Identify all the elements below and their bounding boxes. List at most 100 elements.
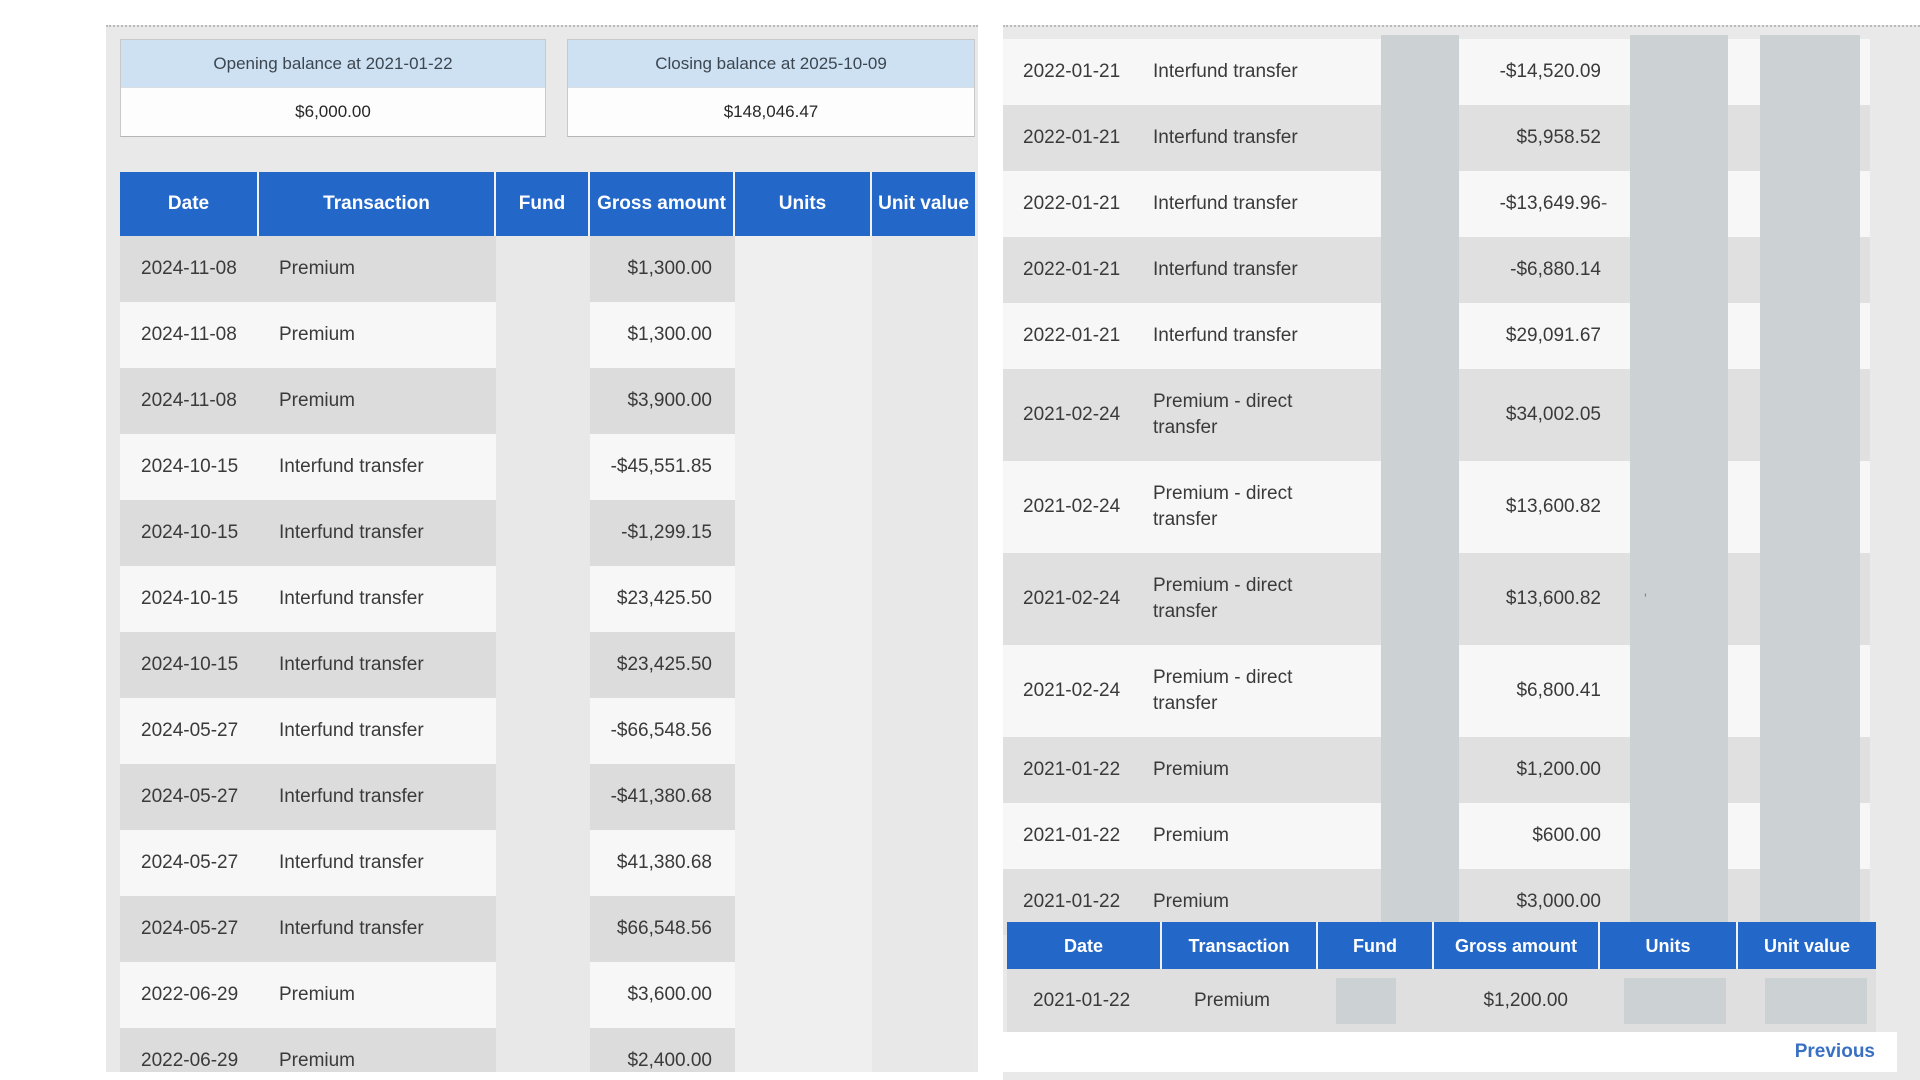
- gross-amount-cell: -$1,299.15: [621, 522, 712, 543]
- date-cell: 2024-10-15: [141, 654, 239, 675]
- date-cell: 2021-02-24: [1023, 496, 1121, 517]
- column-header-fund: Fund: [496, 172, 590, 236]
- gross-amount-cell: $41,380.68: [616, 852, 712, 873]
- gross-amount-cell: $3,600.00: [627, 984, 712, 1005]
- transaction-cell: Interfund transfer: [279, 522, 424, 543]
- transaction-cell: Interfund transfer: [1153, 325, 1298, 346]
- transaction-cell: Premium: [279, 258, 356, 279]
- transaction-cell: Premium: [279, 1050, 356, 1071]
- transaction-cell: Interfund transfer: [279, 852, 424, 873]
- gross-amount-cell: $23,425.50: [616, 588, 712, 609]
- date-cell: 2021-02-24: [1023, 404, 1121, 425]
- date-cell: 2021-01-22: [1023, 891, 1121, 912]
- date-cell: 2022-01-21: [1023, 325, 1121, 346]
- gross-amount-cell: $600.00: [1532, 825, 1601, 846]
- transaction-cell: Interfund transfer: [279, 720, 424, 741]
- gross-amount-cell: $5,958.52: [1516, 127, 1601, 148]
- opening-balance-value: $6,000.00: [121, 88, 545, 136]
- date-cell: 2021-02-24: [1023, 588, 1121, 609]
- gross-amount-cell: $66,548.56: [616, 918, 712, 939]
- closing-balance-card: Closing balance at 2025-10-09 $148,046.4…: [567, 39, 975, 137]
- transaction-cell: Premium - direct transfer: [1153, 667, 1293, 714]
- gross-amount-cell: -$14,520.09: [1499, 61, 1601, 82]
- column-header-unit-value: Unit value: [872, 172, 975, 236]
- date-cell: 2024-05-27: [141, 852, 239, 873]
- date-cell: 2024-05-27: [141, 786, 239, 807]
- gross-amount-cell: $6,800.41: [1516, 680, 1601, 701]
- date-cell: 2024-05-27: [141, 720, 239, 741]
- gross-amount-cell: $13,600.82: [1505, 496, 1601, 517]
- partially-redacted-units-value: ': [1644, 590, 1647, 608]
- transaction-cell: Premium: [1194, 989, 1271, 1011]
- date-cell: 2021-01-22: [1023, 759, 1121, 780]
- date-cell: 2024-10-15: [141, 522, 239, 543]
- redacted-cell-block: [1336, 977, 1396, 1024]
- transaction-cell: Premium - direct transfer: [1153, 391, 1293, 438]
- date-cell: 2022-06-29: [141, 1050, 239, 1071]
- date-cell: 2022-06-29: [141, 984, 239, 1005]
- transaction-cell: Interfund transfer: [279, 588, 424, 609]
- transaction-cell: Premium: [1153, 759, 1230, 780]
- gross-amount-cell: $1,200.00: [1483, 989, 1568, 1011]
- transactions-page-left: Opening balance at 2021-01-22 $6,000.00 …: [106, 25, 978, 1072]
- column-header-date: Date: [1007, 922, 1162, 969]
- transaction-cell: Premium: [1153, 825, 1230, 846]
- gross-amount-cell: $23,425.50: [616, 654, 712, 675]
- gross-amount-cell: $29,091.67: [1505, 325, 1601, 346]
- date-cell: 2024-10-15: [141, 456, 239, 477]
- date-cell: 2021-01-22: [1033, 989, 1131, 1011]
- transaction-cell: Premium: [1153, 891, 1230, 912]
- fund-column-redaction-bar: [1381, 35, 1459, 922]
- unit-value-column-redaction-bar: [1760, 35, 1860, 922]
- gross-amount-cell: $1,300.00: [627, 324, 712, 345]
- column-header-unit-value: Unit value: [1738, 922, 1876, 969]
- transaction-cell: Interfund transfer: [279, 786, 424, 807]
- left-table-header: Date Transaction Fund Gross amount Units Unit…: [120, 172, 975, 236]
- column-header-units: Units: [1600, 922, 1738, 969]
- fund-column-redaction-bar: [496, 236, 590, 1072]
- date-cell: 2022-01-21: [1023, 61, 1121, 82]
- partially-redacted-units-value: -: [1601, 193, 1608, 214]
- gross-amount-cell: -$66,548.56: [610, 720, 712, 741]
- date-cell: 2022-01-21: [1023, 127, 1121, 148]
- transactions-page-right: 2022-01-21 Interfund transfer -$14,520.09 2…: [1003, 25, 1920, 1080]
- date-cell: 2024-11-08: [141, 390, 237, 411]
- opening-balance-card: Opening balance at 2021-01-22 $6,000.00: [120, 39, 546, 137]
- column-header-units: Units: [735, 172, 872, 236]
- date-cell: 2024-10-15: [141, 588, 239, 609]
- column-header-transaction: Transaction: [1162, 922, 1318, 969]
- previous-page-link[interactable]: Previous: [1794, 1041, 1875, 1062]
- transaction-cell: Interfund transfer: [1153, 127, 1298, 148]
- transaction-cell: Premium: [279, 984, 356, 1005]
- gross-amount-cell: -$13,649.96: [1499, 193, 1601, 214]
- transaction-row: 2021-01-22 Premium $1,200.00: [1007, 969, 1876, 1032]
- transaction-cell: Interfund transfer: [279, 918, 424, 939]
- transaction-cell: Interfund transfer: [1153, 193, 1298, 214]
- closing-balance-label: Closing balance at 2025-10-09: [568, 40, 974, 88]
- bottom-table-body: 2021-01-22 Premium $1,200.00: [1007, 969, 1876, 1032]
- gross-amount-cell: $1,200.00: [1516, 759, 1601, 780]
- gross-amount-cell: $13,600.82: [1505, 588, 1601, 609]
- transaction-cell: Interfund transfer: [279, 654, 424, 675]
- redacted-cell-block: [1624, 977, 1726, 1024]
- date-cell: 2021-01-22: [1023, 825, 1121, 846]
- column-header-gross-amount: Gross amount: [1434, 922, 1600, 969]
- bottom-table-header: Date Transaction Fund Gross amount Units Unit…: [1007, 922, 1876, 969]
- column-header-gross-amount: Gross amount: [590, 172, 735, 236]
- transaction-cell: Premium: [279, 324, 356, 345]
- gross-amount-cell: -$41,380.68: [610, 786, 712, 807]
- transaction-cell: Premium - direct transfer: [1153, 483, 1293, 530]
- column-header-transaction: Transaction: [259, 172, 496, 236]
- units-column-redaction-bar: [735, 236, 872, 1072]
- gross-amount-cell: $3,900.00: [627, 390, 712, 411]
- gross-amount-cell: -$6,880.14: [1510, 259, 1601, 280]
- transaction-cell: Interfund transfer: [279, 456, 424, 477]
- opening-balance-label: Opening balance at 2021-01-22: [121, 40, 545, 88]
- date-cell: 2021-02-24: [1023, 680, 1121, 701]
- column-header-fund: Fund: [1318, 922, 1434, 969]
- next-page-table: Date Transaction Fund Gross amount Units Unit…: [1007, 922, 1876, 1032]
- date-cell: 2024-05-27: [141, 918, 239, 939]
- date-cell: 2022-01-21: [1023, 259, 1121, 280]
- column-header-date: Date: [120, 172, 259, 236]
- gross-amount-cell: -$45,551.85: [610, 456, 712, 477]
